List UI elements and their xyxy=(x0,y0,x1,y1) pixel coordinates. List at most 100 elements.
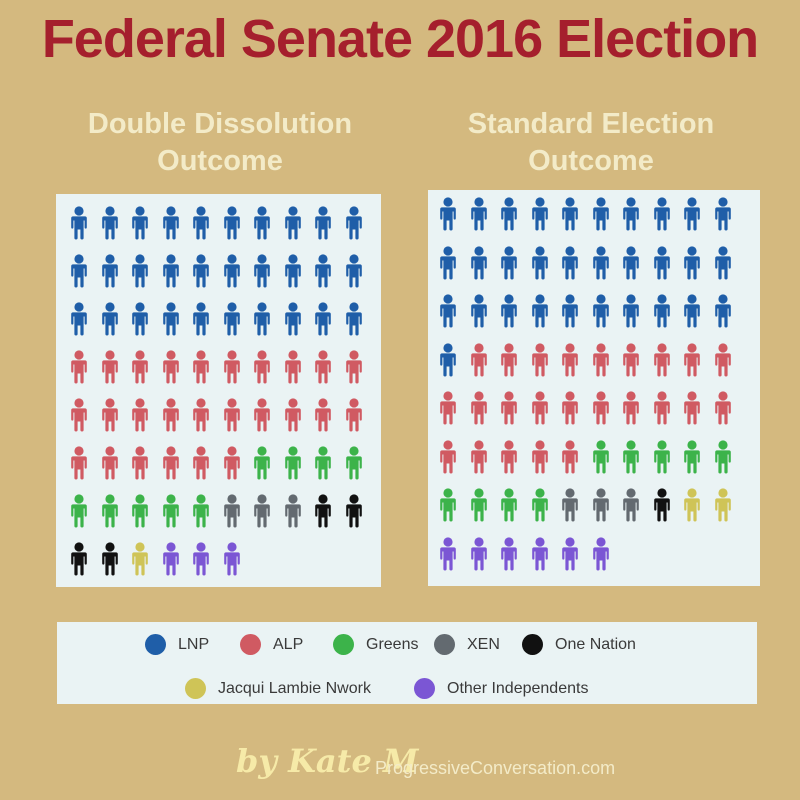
person-icon-lnp xyxy=(71,206,87,240)
person-icon-alp xyxy=(531,439,548,473)
person-icon-lnp xyxy=(345,254,362,288)
person-icon-greens xyxy=(684,439,700,473)
person-icon-greens xyxy=(501,488,517,522)
person-icon-greens xyxy=(440,488,456,522)
person-icon-alp xyxy=(162,398,179,432)
person-icon-lnp xyxy=(562,294,578,328)
person-icon-alp xyxy=(592,342,609,376)
person-icon-alp xyxy=(162,350,179,384)
legend-swatch xyxy=(185,678,206,699)
legend-label: Jacqui Lambie Nwork xyxy=(218,679,371,697)
person-icon-lnp xyxy=(440,197,456,231)
person-icon-lnp xyxy=(223,254,240,288)
person-icon-alp xyxy=(501,391,517,425)
person-icon-greens xyxy=(101,494,118,528)
person-icon-alp xyxy=(470,391,487,425)
waffle-panel-double-dissolution xyxy=(56,194,381,587)
person-icon-lnp xyxy=(470,294,487,328)
person-icon-lnp xyxy=(592,197,609,231)
person-icon-alp xyxy=(254,350,270,384)
person-icon-lnp xyxy=(162,206,179,240)
person-icon-lnp xyxy=(345,302,362,336)
person-icon-lnp xyxy=(501,245,517,279)
person-icon-alp xyxy=(440,391,456,425)
person-icon-greens xyxy=(592,439,609,473)
person-icon-lnp xyxy=(714,245,731,279)
person-icon-lnp xyxy=(623,294,639,328)
person-icon-lnp xyxy=(254,206,270,240)
person-icon-lnp xyxy=(714,197,731,231)
person-icon-lnp xyxy=(684,197,700,231)
person-icon-lnp xyxy=(501,294,517,328)
person-icon-lnp xyxy=(315,302,331,336)
legend-item-lnp: LNP xyxy=(145,634,209,655)
person-icon-alp xyxy=(101,446,118,480)
person-icon-lnp xyxy=(132,254,148,288)
person-icon-alp xyxy=(101,398,118,432)
person-icon-other-independents xyxy=(223,542,240,576)
person-icon-lnp xyxy=(223,302,240,336)
person-icon-alp xyxy=(501,342,517,376)
person-icon-lnp xyxy=(501,197,517,231)
person-icon-lnp xyxy=(284,206,301,240)
person-icon-lnp xyxy=(531,294,548,328)
person-icon-lnp xyxy=(101,206,118,240)
person-icon-lnp xyxy=(132,302,148,336)
person-icon-one-nation xyxy=(653,488,670,522)
credit-author: by Kate M xyxy=(236,742,419,780)
person-icon-alp xyxy=(345,350,362,384)
legend-swatch xyxy=(414,678,435,699)
legend-item-jacqui-lambie-nwork: Jacqui Lambie Nwork xyxy=(185,678,371,699)
person-icon-alp xyxy=(531,342,548,376)
person-icon-other-independents xyxy=(592,536,609,570)
person-icon-lnp xyxy=(71,254,87,288)
person-icon-lnp xyxy=(162,254,179,288)
person-icon-xen xyxy=(592,488,609,522)
person-icon-alp xyxy=(592,391,609,425)
legend-item-greens: Greens xyxy=(333,634,418,655)
person-icon-alp xyxy=(714,342,731,376)
person-icon-xen xyxy=(223,494,240,528)
person-icon-alp xyxy=(284,350,301,384)
person-icon-jacqui-lambie-nwork xyxy=(684,488,700,522)
person-icon-alp xyxy=(623,391,639,425)
person-icon-greens xyxy=(653,439,670,473)
person-icon-lnp xyxy=(684,294,700,328)
person-icon-alp xyxy=(254,398,270,432)
person-icon-lnp xyxy=(71,302,87,336)
person-icon-lnp xyxy=(254,302,270,336)
person-icon-other-independents xyxy=(470,536,487,570)
person-icon-lnp xyxy=(254,254,270,288)
person-icon-other-independents xyxy=(440,536,456,570)
person-icon-alp xyxy=(71,398,87,432)
person-icon-alp xyxy=(531,391,548,425)
person-icon-greens xyxy=(531,488,548,522)
person-icon-one-nation xyxy=(71,542,87,576)
person-icon-greens xyxy=(132,494,148,528)
person-icon-lnp xyxy=(470,197,487,231)
person-icon-lnp xyxy=(440,294,456,328)
person-icon-lnp xyxy=(284,254,301,288)
person-icon-jacqui-lambie-nwork xyxy=(132,542,148,576)
person-icon-alp xyxy=(345,398,362,432)
person-icon-alp xyxy=(470,342,487,376)
person-icon-xen xyxy=(284,494,301,528)
person-icon-alp xyxy=(284,398,301,432)
person-icon-greens xyxy=(162,494,179,528)
person-icon-alp xyxy=(223,398,240,432)
person-icon-alp xyxy=(440,439,456,473)
panel-title-double-dissolution: Double Dissolution Outcome xyxy=(87,108,353,177)
person-icon-lnp xyxy=(193,254,209,288)
person-icon-xen xyxy=(562,488,578,522)
person-icon-lnp xyxy=(531,245,548,279)
person-icon-alp xyxy=(562,391,578,425)
legend-item-xen: XEN xyxy=(434,634,500,655)
person-icon-greens xyxy=(623,439,639,473)
legend-item-alp: ALP xyxy=(240,634,303,655)
person-icon-alp xyxy=(714,391,731,425)
person-icon-lnp xyxy=(315,254,331,288)
person-icon-lnp xyxy=(562,245,578,279)
person-icon-alp xyxy=(132,398,148,432)
legend-swatch xyxy=(434,634,455,655)
legend-label: XEN xyxy=(467,635,500,653)
